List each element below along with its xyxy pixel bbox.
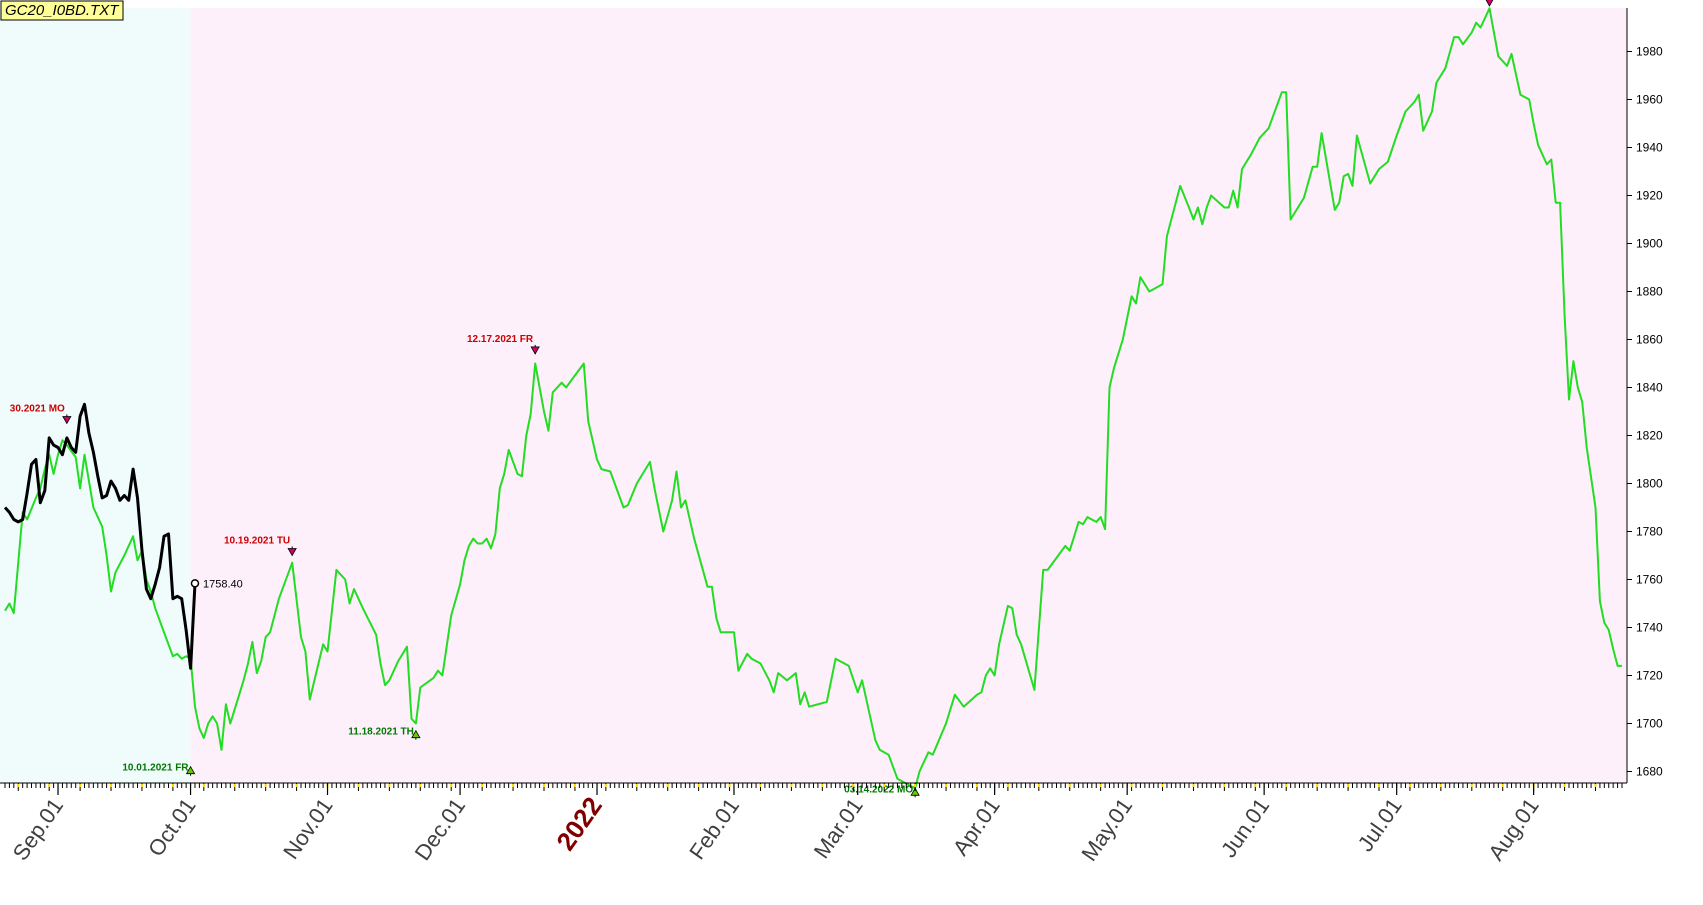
y-tick-label: 1860 (1636, 333, 1663, 347)
pivot-top-marker: 30.2021 MO (10, 404, 72, 425)
y-tick-label: 1760 (1636, 573, 1663, 587)
y-tick-label: 1900 (1636, 237, 1663, 251)
pivot-bottom-marker: 10.01.2021 FR (122, 763, 196, 776)
y-axis: 1680 1700 1720 1740 1760 1780 1800 1820 1840 1860… (1626, 8, 1663, 783)
down-arrow-icon (287, 548, 297, 557)
price-line (3, 402, 197, 670)
y-tick-label: 1880 (1636, 285, 1663, 299)
last-price-label: 1758.40 (203, 578, 243, 590)
up-arrow-icon (411, 729, 421, 739)
y-tick-label: 1820 (1636, 429, 1663, 443)
x-axis: Sep.01 Oct.01 Nov.01 Dec.01 2022 Feb.01 Mar.01… (0, 782, 1627, 866)
y-tick-label: 1800 (1636, 477, 1663, 491)
x-tick-label: Apr.01 (948, 794, 1005, 860)
y-tick-label: 1780 (1636, 525, 1663, 539)
x-tick-label: Mar.01 (809, 794, 868, 863)
y-tick-label: 1700 (1636, 717, 1663, 731)
pivot-top-marker: 12.17.2021 FR (467, 334, 540, 355)
x-tick-label: Feb.01 (684, 794, 744, 864)
y-tick-label: 1720 (1636, 669, 1663, 683)
x-tick-label: Oct.01 (143, 794, 201, 861)
x-year-label: 2022 (550, 791, 608, 856)
y-tick-label: 1960 (1636, 93, 1663, 107)
series-layer (3, 7, 1622, 790)
file-label: GC20_I0BD.TXT (5, 2, 120, 19)
pivot-label: 10.01.2021 FR (122, 763, 189, 774)
pivot-top-marker: 07.14.2022 TH (1485, 0, 1494, 7)
pivot-label: 12.17.2021 FR (467, 334, 534, 345)
last-price-marker (190, 579, 200, 588)
up-arrow-icon (185, 765, 196, 775)
y-tick-label: 1740 (1636, 621, 1663, 635)
forecast-background (190, 8, 1627, 783)
x-tick-label: May.01 (1076, 794, 1137, 866)
history-background (0, 8, 191, 783)
x-tick-label: Jul.01 (1353, 794, 1407, 856)
x-tick-label: Nov.01 (278, 794, 338, 864)
down-arrow-icon (530, 346, 540, 355)
pivot-bottom-marker: 03.14.2022 MO (844, 784, 920, 798)
pivot-label: 10.19.2021 TU (224, 536, 290, 547)
up-arrow-icon (910, 787, 920, 796)
x-tick-label: Dec.01 (410, 794, 470, 865)
file-label-box: GC20_I0BD.TXT (0, 0, 124, 21)
pivot-top-marker: 10.19.2021 TU (224, 536, 297, 557)
x-tick-label: Aug.01 (1483, 794, 1543, 865)
down-arrow-icon (1485, 0, 1494, 7)
y-tick-label: 1840 (1636, 381, 1663, 395)
pivot-label: 03.14.2022 MO (844, 784, 913, 795)
projection-line (4, 7, 1622, 790)
y-tick-label: 1980 (1636, 45, 1663, 59)
y-tick-label: 1920 (1636, 189, 1663, 203)
pivot-bottom-marker: 11.18.2021 TH (348, 727, 421, 740)
x-tick-label: Jun.01 (1216, 794, 1274, 862)
pivot-label: 11.18.2021 TH (348, 727, 414, 738)
y-tick-label: 1940 (1636, 141, 1663, 155)
pivot-label: 30.2021 MO (10, 404, 65, 415)
pivot-layer: 30.2021 MO 10.01.2021 FR 10.19.2021 TU 11.1… (10, 0, 1494, 798)
y-tick-label: 1680 (1636, 765, 1663, 779)
last-price-layer: 1758.40 (190, 578, 243, 590)
x-tick-label: Sep.01 (8, 794, 68, 865)
down-arrow-icon (62, 416, 72, 425)
